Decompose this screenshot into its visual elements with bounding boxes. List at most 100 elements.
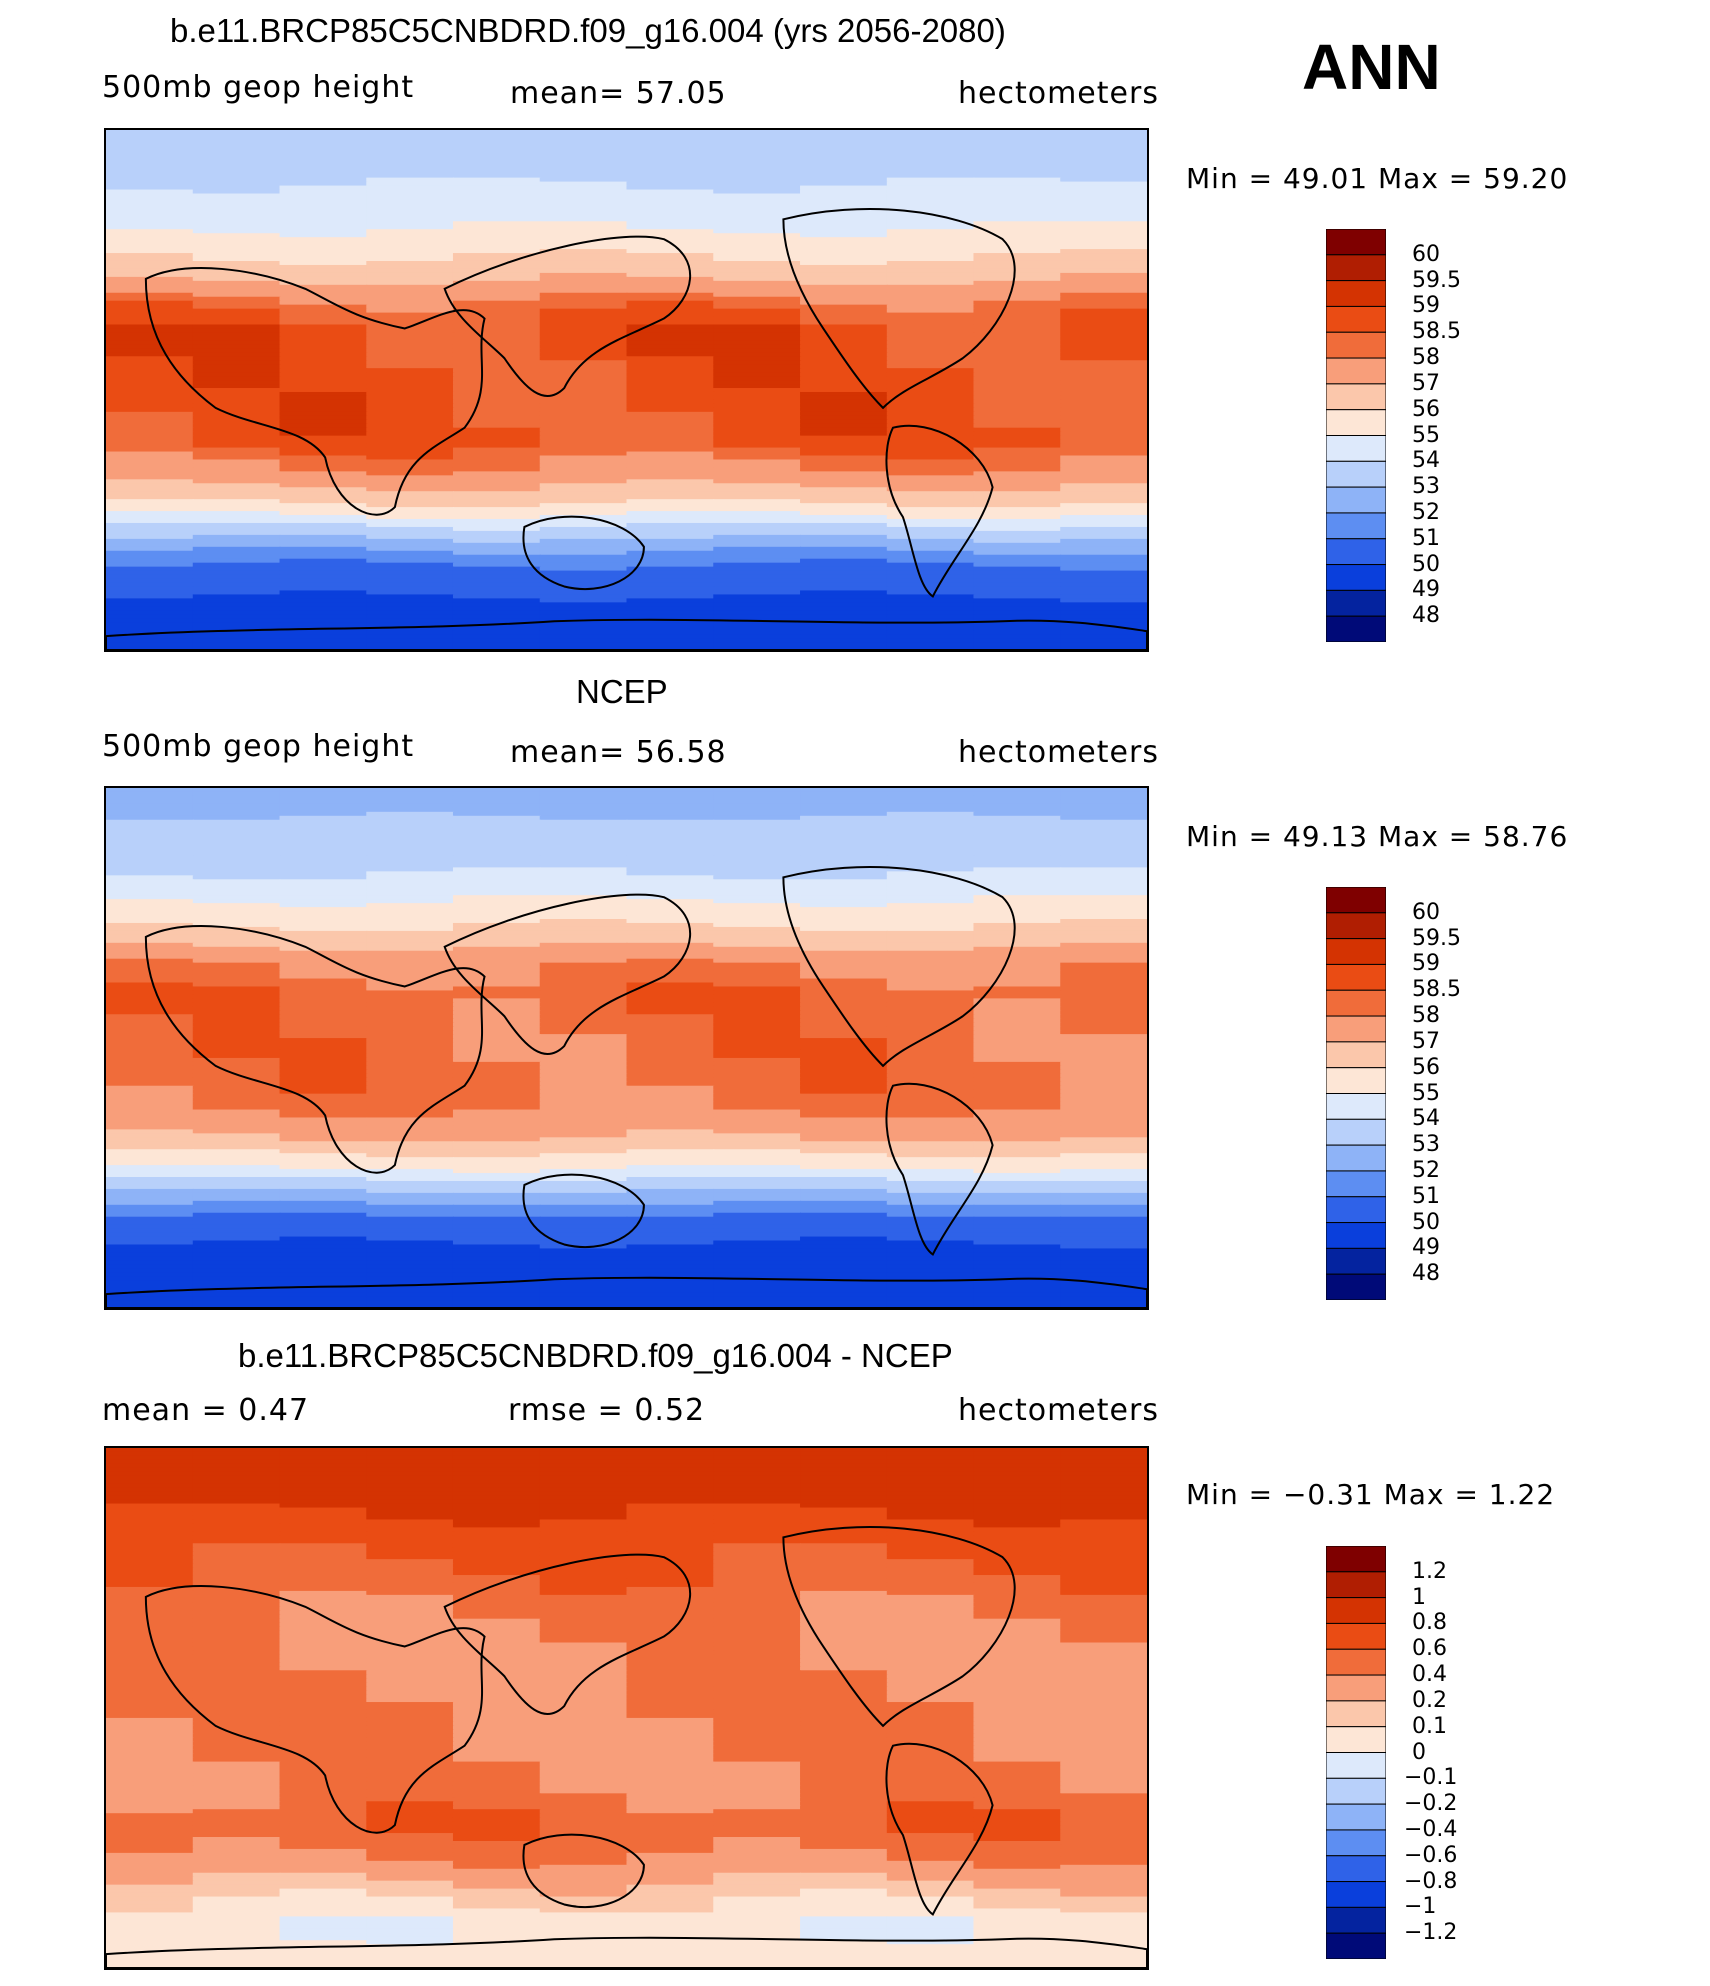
contour-cell xyxy=(800,598,888,603)
contour-cell xyxy=(1060,1567,1147,1572)
contour-cell xyxy=(106,815,194,821)
contour-cell xyxy=(886,352,975,357)
contour-cell xyxy=(973,487,1062,492)
contour-cell xyxy=(539,1944,628,1949)
contour-cell xyxy=(886,1125,975,1130)
contour-cell xyxy=(1060,1741,1147,1747)
contour-cell xyxy=(973,253,1062,258)
contour-cell xyxy=(800,1208,888,1214)
contour-cell xyxy=(366,1864,455,1870)
contour-cell xyxy=(626,1177,715,1182)
contour-cell xyxy=(366,542,455,548)
contour-cell xyxy=(539,1749,628,1755)
contour-cell xyxy=(452,1483,541,1489)
contour-cell xyxy=(452,399,541,405)
contour-cell xyxy=(1060,272,1147,278)
contour-cell xyxy=(973,1551,1062,1556)
contour-cell xyxy=(539,205,628,210)
contour-cell xyxy=(1060,1872,1147,1878)
contour-cell xyxy=(626,1300,715,1305)
contour-cell xyxy=(713,634,802,639)
contour-cell xyxy=(713,376,802,381)
contour-cell xyxy=(1060,1180,1147,1186)
contour-cell xyxy=(106,471,194,476)
colorbar-tick-label: 60 xyxy=(1412,899,1440,925)
contour-cell xyxy=(800,954,888,960)
contour-cell xyxy=(1060,463,1147,468)
contour-cell xyxy=(713,538,802,544)
contour-cell xyxy=(713,1654,802,1659)
contour-cell xyxy=(886,1706,975,1711)
contour-cell xyxy=(192,883,281,888)
contour-cell xyxy=(800,859,888,865)
contour-cell xyxy=(626,356,715,361)
contour-cell xyxy=(973,1252,1062,1257)
contour-cell xyxy=(1060,843,1147,849)
contour-cell xyxy=(539,1840,628,1846)
contour-cell xyxy=(713,1964,802,1968)
contour-cell xyxy=(800,304,888,310)
contour-cell xyxy=(452,1741,541,1747)
contour-cell xyxy=(366,1487,455,1493)
contour-cell xyxy=(1060,1745,1147,1751)
contour-cell xyxy=(800,185,888,191)
contour-cell xyxy=(1060,1606,1147,1612)
contour-cell xyxy=(106,803,194,809)
contour-cell xyxy=(452,177,541,183)
contour-cell xyxy=(1060,288,1147,294)
contour-cell xyxy=(800,1773,888,1779)
contour-cell xyxy=(366,930,455,936)
contour-cell xyxy=(886,998,975,1003)
coastline xyxy=(443,1553,692,1715)
contour-cell xyxy=(713,1180,802,1186)
contour-cell xyxy=(713,942,802,948)
contour-cell xyxy=(886,356,975,361)
contour-cell xyxy=(713,1805,802,1810)
contour-cell xyxy=(1060,1220,1147,1226)
contour-cell xyxy=(626,962,715,968)
contour-cell xyxy=(973,1614,1062,1620)
colorbar-swatch xyxy=(1326,1571,1386,1599)
contour-cell xyxy=(106,157,194,163)
contour-cell xyxy=(366,554,455,560)
colorbar-swatch xyxy=(1326,1803,1386,1831)
contour-cell xyxy=(366,511,455,516)
contour-cell xyxy=(800,1590,888,1596)
contour-cell xyxy=(626,1268,715,1273)
contour-cell xyxy=(886,1888,975,1894)
contour-cell xyxy=(452,268,541,274)
contour-cell xyxy=(800,455,888,461)
contour-cell xyxy=(452,380,541,385)
contour-cell xyxy=(366,879,455,884)
contour-cell xyxy=(800,1840,888,1846)
contour-cell xyxy=(452,887,541,892)
contour-cell xyxy=(886,1065,975,1071)
contour-cell xyxy=(973,507,1062,512)
contour-cell xyxy=(713,827,802,833)
contour-cell xyxy=(192,1571,281,1576)
contour-cell xyxy=(713,1729,802,1735)
contour-cell xyxy=(452,590,541,596)
contour-cell xyxy=(713,1761,802,1767)
contour-cell xyxy=(192,903,281,908)
contour-cell xyxy=(713,451,802,457)
contour-cell xyxy=(626,978,715,984)
contour-cell xyxy=(106,304,194,310)
contour-cell xyxy=(713,130,802,135)
contour-cell xyxy=(192,1852,281,1858)
contour-cell xyxy=(713,859,802,865)
contour-cell xyxy=(106,1467,194,1473)
contour-cell xyxy=(366,1944,455,1949)
contour-cell xyxy=(886,1690,975,1695)
colorbar-swatch xyxy=(1326,963,1386,991)
contour-cell xyxy=(106,1101,194,1107)
contour-cell xyxy=(886,1145,975,1150)
contour-cell xyxy=(713,590,802,596)
contour-cell xyxy=(106,133,194,139)
contour-cell xyxy=(626,1773,715,1779)
contour-cell xyxy=(800,491,888,496)
contour-cell xyxy=(366,998,455,1003)
contour-cell xyxy=(1060,1288,1147,1293)
contour-cell xyxy=(973,1200,1062,1206)
contour-cell xyxy=(539,847,628,853)
